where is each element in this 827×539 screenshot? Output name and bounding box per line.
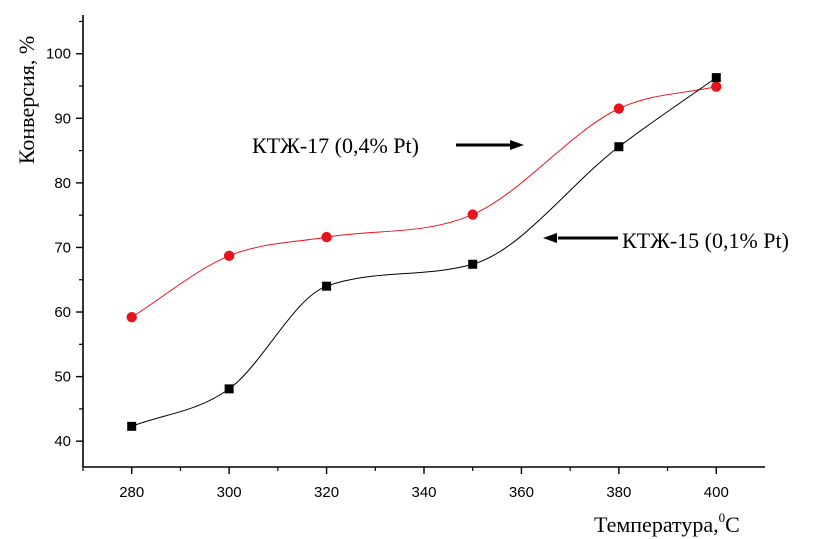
data-point-ktzh15 — [127, 421, 137, 431]
data-point-ktzh17 — [321, 231, 332, 243]
annotation-ktzh17-arrowhead — [510, 140, 524, 150]
x-tick-label: 340 — [411, 484, 436, 501]
data-point-ktzh15 — [224, 384, 234, 394]
markers — [126, 73, 722, 431]
data-point-ktzh15 — [711, 73, 721, 83]
data-point-ktzh15 — [614, 142, 624, 152]
x-tick-label: 380 — [606, 484, 631, 501]
series-curve-ktzh17 — [131, 86, 717, 318]
y-tick-label: 100 — [46, 46, 71, 63]
y-tick-label: 80 — [54, 175, 71, 192]
x-tick-label: 400 — [704, 484, 729, 501]
data-point-ktzh17 — [223, 250, 235, 262]
data-point-ktzh17 — [711, 81, 722, 92]
annotations: КТЖ-17 (0,4% Pt) КТЖ-15 (0,1% Pt) — [252, 133, 789, 253]
data-point-ktzh15 — [468, 259, 478, 269]
annotation-ktzh15-arrowhead — [543, 233, 557, 243]
y-axis-title: Конверсия, % — [14, 36, 39, 164]
data-point-ktzh17 — [126, 311, 137, 323]
annotation-ktzh15: КТЖ-15 (0,1% Pt) — [622, 228, 789, 253]
x-tick-label: 320 — [314, 484, 339, 501]
y-tick-label: 50 — [54, 369, 71, 386]
data-point-ktzh17 — [467, 209, 478, 220]
x-tick-label: 360 — [509, 484, 534, 501]
x-tick-label: 280 — [119, 484, 144, 501]
data-point-ktzh15 — [322, 281, 332, 291]
y-tick-label: 70 — [54, 239, 71, 256]
x-axis-title: Температура,0C — [594, 510, 740, 537]
data-point-ktzh17 — [613, 103, 625, 114]
annotation-ktzh17: КТЖ-17 (0,4% Pt) — [252, 133, 419, 158]
x-axis-title-sup: 0 — [719, 510, 726, 525]
labels: Конверсия, % Температура,0C — [14, 36, 740, 537]
x-tick-label: 300 — [217, 484, 242, 501]
y-tick-label: 90 — [54, 110, 71, 127]
y-tick-label: 60 — [54, 304, 71, 321]
x-axis-title-unit: C — [725, 512, 740, 537]
y-tick-label: 40 — [54, 433, 71, 450]
x-axis-title-main: Температура, — [594, 512, 719, 537]
axes: 280 300 320 340 360 380 400 40 50 60 70 80 90 100 — [46, 15, 765, 501]
